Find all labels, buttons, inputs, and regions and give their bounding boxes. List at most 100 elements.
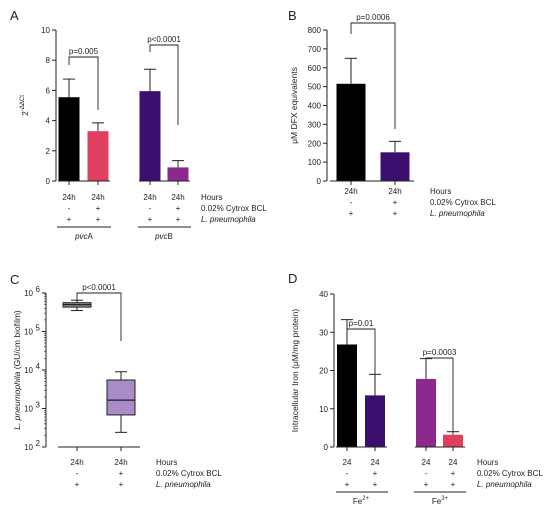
significance-bracket — [149, 44, 179, 125]
bar — [167, 167, 189, 181]
lp-indicator: + — [96, 215, 101, 224]
cytrox-indicator: - — [68, 204, 71, 213]
panel-letter: C — [10, 272, 19, 287]
row-label-lp: L. pneumophila — [201, 215, 256, 224]
y-tick-label: 10 — [24, 443, 33, 452]
y-tick-label: 0 — [324, 443, 329, 452]
lp-indicator: + — [393, 209, 398, 218]
y-tick-label: 200 — [308, 139, 322, 148]
y-axis-label: μM DFX equivalents — [289, 67, 299, 144]
y-tick-label: 600 — [308, 64, 322, 73]
y-tick-exponent: 4 — [36, 362, 41, 371]
y-tick-label: 10 — [319, 405, 328, 414]
bar — [380, 152, 410, 181]
panel-b: B 0 100 200 300 400 500 600 700 800 μM DFX equival… — [288, 8, 496, 218]
y-tick-label: 20 — [319, 367, 328, 376]
cytrox-indicator: + — [176, 204, 181, 213]
cytrox-indicator: - — [350, 198, 353, 207]
y-tick-exponent: 5 — [36, 324, 41, 333]
p-value-label: p=0.005 — [69, 47, 99, 56]
lp-indicator: + — [373, 480, 378, 489]
bar — [139, 91, 161, 181]
x-tick-label: 24h — [70, 458, 83, 467]
x-tick-label: 24h — [171, 193, 184, 202]
row-label-cytrox: 0.02% Cytrox BCL — [156, 469, 222, 478]
significance-bracket — [76, 292, 122, 341]
lp-indicator: + — [451, 480, 456, 489]
bar — [443, 434, 463, 447]
row-label-hours: Hours — [201, 193, 222, 202]
y-tick-label: 10 — [41, 26, 50, 35]
panel-letter: A — [10, 8, 19, 23]
cytrox-indicator: + — [393, 198, 398, 207]
cytrox-indicator: - — [425, 469, 428, 478]
y-axis-label: L. pneumophila (GU/cm biofilm) — [12, 310, 22, 430]
y-tick-label: 100 — [308, 158, 322, 167]
y-axis-label: Intracellular Iron (μM/mg protein) — [290, 309, 300, 433]
row-label-lp: L. pneumophila — [477, 480, 532, 489]
x-tick-label: 24 — [449, 458, 458, 467]
bar — [365, 395, 385, 447]
y-tick-label: 10 — [24, 405, 33, 414]
cytrox-indicator: + — [119, 469, 124, 478]
bar — [416, 378, 436, 447]
x-tick-label: 24 — [371, 458, 380, 467]
bar — [87, 131, 109, 181]
row-label-lp: L. pneumophila — [430, 209, 485, 218]
x-tick-label: 24h — [344, 187, 357, 196]
row-label-hours: Hours — [156, 458, 177, 467]
y-tick-label: 0 — [46, 177, 51, 186]
y-tick-label: 10 — [24, 366, 33, 375]
bar — [337, 344, 357, 447]
y-tick-label: 30 — [319, 328, 328, 337]
p-value-label: p=0.01 — [349, 319, 374, 328]
box — [106, 379, 136, 416]
significance-bracket — [425, 357, 454, 432]
lp-indicator: + — [424, 480, 429, 489]
row-label-hours: Hours — [430, 187, 451, 196]
y-tick-label: 10 — [24, 328, 33, 337]
y-tick-label: 800 — [308, 26, 322, 35]
y-tick-label: 700 — [308, 45, 322, 54]
p-value-label: p=0.0006 — [356, 13, 390, 22]
p-value-label: p<0.0001 — [147, 35, 181, 44]
lp-indicator: + — [119, 480, 124, 489]
y-tick-exponent: 2 — [36, 439, 41, 448]
panel-letter: D — [288, 271, 297, 286]
bar — [336, 83, 366, 181]
panel-a: A 0 2 4 6 8 10 2-ΔΔCt p=0.005 p<0.0001 24h - +24h + +2… — [10, 8, 267, 241]
y-axis-label: 2-ΔΔCt — [20, 95, 30, 116]
y-tick-label: 40 — [319, 290, 328, 299]
y-tick-label: 10 — [24, 289, 33, 298]
y-tick-label: 300 — [308, 120, 322, 129]
x-tick-label: 24h — [62, 193, 75, 202]
row-label-cytrox: 0.02% Cytrox BCL — [477, 469, 543, 478]
panel-letter: B — [288, 8, 297, 23]
cytrox-indicator: + — [96, 204, 101, 213]
y-tick-label: 6 — [46, 86, 51, 95]
cytrox-indicator: - — [76, 469, 79, 478]
y-tick-label: 2 — [46, 147, 51, 156]
p-value-label: p<0.0001 — [82, 283, 116, 292]
lp-indicator: + — [148, 215, 153, 224]
cytrox-indicator: - — [149, 204, 152, 213]
group-label: pvcB — [154, 232, 173, 241]
x-tick-label: 24h — [143, 193, 156, 202]
significance-bracket — [68, 56, 99, 110]
y-tick-label: 0 — [317, 177, 322, 186]
row-label-hours: Hours — [477, 458, 498, 467]
y-tick-label: 8 — [46, 56, 51, 65]
cytrox-indicator: + — [373, 469, 378, 478]
x-tick-label: 24h — [388, 187, 401, 196]
y-tick-exponent: 3 — [36, 401, 41, 410]
lp-indicator: + — [67, 215, 72, 224]
y-tick-label: 4 — [46, 117, 51, 126]
group-label: Fe3+ — [432, 496, 449, 506]
lp-indicator: + — [176, 215, 181, 224]
group-label: Fe2+ — [353, 496, 370, 506]
panel-d: D 0 10 20 30 40 Intracellular Iron (μM/mg prot… — [288, 271, 543, 506]
lp-indicator: + — [345, 480, 350, 489]
significance-bracket — [346, 328, 376, 390]
